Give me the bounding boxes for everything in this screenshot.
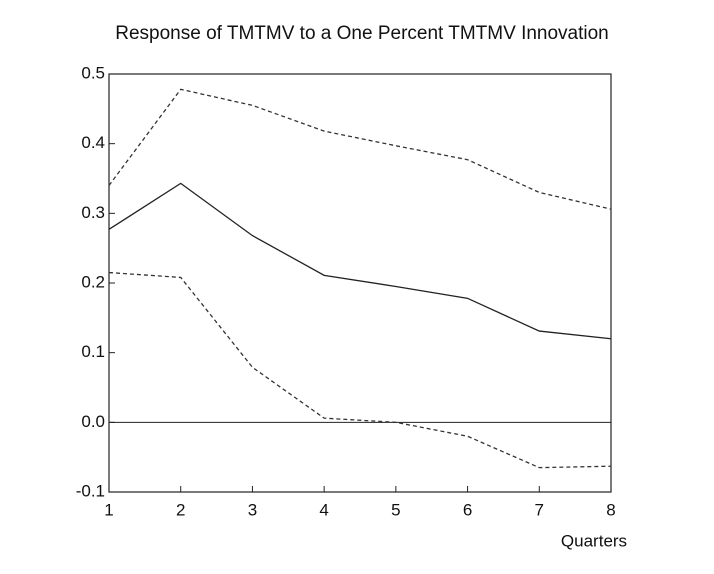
y-tick-label: 0.0 xyxy=(81,412,105,431)
plot-frame xyxy=(108,73,612,493)
x-tick-label: 5 xyxy=(391,500,400,519)
chart-title: Response of TMTMV to a One Percent TMTMV… xyxy=(115,23,609,44)
x-axis-label: Quarters xyxy=(561,531,627,550)
x-tick-label: 6 xyxy=(463,500,472,519)
y-tick-label: 0.2 xyxy=(81,272,105,291)
y-tick-label: 0.5 xyxy=(81,63,105,82)
x-tick-label: 1 xyxy=(104,500,113,519)
series-line xyxy=(108,88,612,210)
y-tick-label: 0.4 xyxy=(81,133,105,152)
series-line xyxy=(108,182,612,340)
x-tick-label: 2 xyxy=(176,500,185,519)
x-tick-label: 3 xyxy=(248,500,257,519)
x-tick-label: 7 xyxy=(535,500,544,519)
series-line xyxy=(108,271,612,469)
y-tick-label: 0.1 xyxy=(81,342,105,361)
y-tick-label: 0.3 xyxy=(81,203,105,222)
x-tick-label: 4 xyxy=(319,500,328,519)
x-tick-label: 8 xyxy=(606,500,615,519)
y-tick-label: -0.1 xyxy=(76,481,105,500)
